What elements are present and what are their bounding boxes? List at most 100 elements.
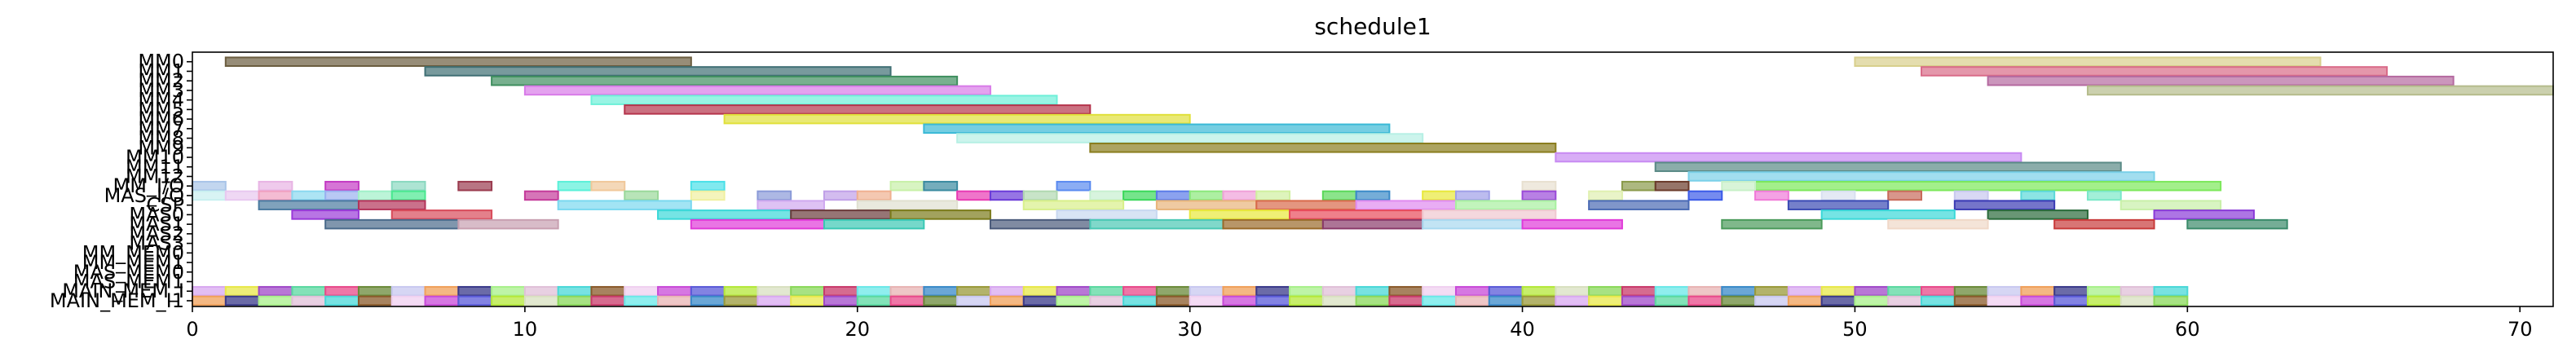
task-bar xyxy=(523,190,559,201)
task-bar xyxy=(756,190,792,201)
task-bar xyxy=(1588,200,1690,210)
task-bar xyxy=(557,180,593,192)
task-bar xyxy=(457,180,493,192)
y-tick-label: MM7 xyxy=(138,117,184,140)
task-bar xyxy=(1056,180,1092,192)
task-bar xyxy=(1588,190,1623,201)
task-bar xyxy=(390,209,493,220)
memory-block xyxy=(2053,295,2089,306)
task-bar xyxy=(1089,143,1557,153)
task-bar xyxy=(1721,218,1823,230)
task-bar xyxy=(1255,190,1291,201)
memory-block xyxy=(1588,295,1623,306)
task-bar xyxy=(1022,200,1125,210)
x-tick-label: 40 xyxy=(1510,318,1535,341)
y-tick-label: MAS_I/O xyxy=(104,184,184,207)
y-tick-label: MAS_MEM1 xyxy=(73,271,184,293)
task-bar xyxy=(457,218,559,230)
task-bar xyxy=(823,218,925,230)
task-bar xyxy=(424,66,892,77)
memory-block xyxy=(923,295,959,306)
task-bar xyxy=(889,209,991,220)
memory-block xyxy=(1222,285,1258,297)
memory-block xyxy=(291,285,327,297)
task-bar xyxy=(1521,180,1557,192)
memory-block xyxy=(1255,295,1291,306)
memory-block xyxy=(1123,285,1158,297)
task-bar xyxy=(1255,200,1357,210)
memory-block xyxy=(1321,295,1357,306)
memory-block xyxy=(324,295,359,306)
task-bar xyxy=(2020,190,2056,201)
task-bar xyxy=(823,190,858,201)
task-bar xyxy=(1987,209,2089,220)
task-bar xyxy=(1422,218,1524,230)
memory-block xyxy=(258,285,293,297)
y-tick-label: MAS1 xyxy=(129,213,184,236)
memory-block xyxy=(690,285,726,297)
task-bar xyxy=(1089,218,1224,230)
task-bar xyxy=(324,190,359,201)
task-bar xyxy=(1123,190,1158,201)
memory-block xyxy=(457,285,493,297)
task-bar xyxy=(790,209,892,220)
task-bar xyxy=(258,200,359,210)
task-bar xyxy=(590,180,626,192)
memory-block xyxy=(1022,285,1058,297)
x-axis: 0 10 20 30 40 50 60 70 xyxy=(186,306,2532,341)
y-tick-label: MM12 xyxy=(126,165,184,187)
task-bar xyxy=(192,180,227,192)
y-tick-label: MM10 xyxy=(126,146,184,169)
task-bar xyxy=(1953,190,1989,201)
memory-block xyxy=(1255,285,1291,297)
task-bar xyxy=(2053,218,2155,230)
memory-block xyxy=(557,295,593,306)
memory-block xyxy=(1355,285,1391,297)
memory-block xyxy=(1820,295,1856,306)
memory-block xyxy=(1621,295,1656,306)
task-bar xyxy=(624,190,659,201)
memory-block xyxy=(1854,295,1890,306)
task-bar xyxy=(723,113,1191,125)
memory-block xyxy=(1555,285,1590,297)
memory-block xyxy=(1422,285,1457,297)
task-bar xyxy=(1355,200,1457,210)
memory-block xyxy=(192,295,227,306)
task-bar xyxy=(657,209,792,220)
task-bar xyxy=(856,190,892,201)
task-bar xyxy=(690,180,726,192)
memory-block xyxy=(2119,285,2155,297)
y-tick-label: MM6 xyxy=(138,108,184,130)
memory-block xyxy=(1056,285,1092,297)
memory-block xyxy=(1355,295,1391,306)
memory-block xyxy=(324,285,359,297)
memory-block xyxy=(1654,295,1690,306)
task-bar xyxy=(1056,209,1158,220)
task-bar xyxy=(1155,200,1258,210)
y-tick-label: MM8 xyxy=(138,127,184,150)
memory-block xyxy=(1123,295,1158,306)
memory-block xyxy=(1454,285,1490,297)
y-tick-label: MM11 xyxy=(126,156,184,178)
memory-block xyxy=(1721,285,1757,297)
memory-block xyxy=(424,285,460,297)
memory-block xyxy=(1787,295,1823,306)
memory-block xyxy=(557,285,593,297)
memory-block xyxy=(1921,285,1956,297)
memory-block xyxy=(1189,285,1224,297)
task-bar xyxy=(1422,209,1557,220)
task-bar xyxy=(989,218,1092,230)
task-bar xyxy=(1189,190,1224,201)
task-bar xyxy=(324,218,460,230)
x-tick-label: 0 xyxy=(186,318,198,341)
memory-block xyxy=(1388,285,1424,297)
y-tick-label: CSP xyxy=(147,194,184,217)
memory-block xyxy=(1289,295,1324,306)
memory-block xyxy=(2119,295,2155,306)
y-tick-label: MM1 xyxy=(138,60,184,82)
task-bar xyxy=(2186,218,2288,230)
memory-block xyxy=(590,295,626,306)
y-tick-label: MM3 xyxy=(138,79,184,102)
memory-block xyxy=(390,285,426,297)
